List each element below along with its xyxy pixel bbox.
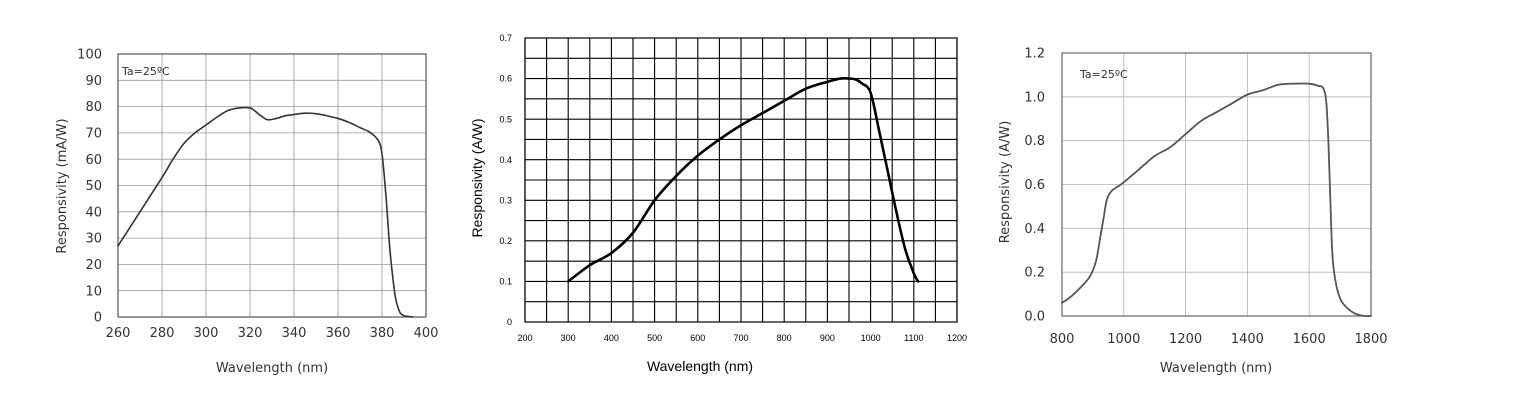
chart-1-xtick: 700 [733,333,748,343]
chart-2-xlabel: Wavelength (nm) [1160,361,1272,376]
chart-0-ytick: 60 [85,153,102,168]
chart-0-ytick: 100 [77,48,102,63]
chart-0-annotation: Ta=25ºC [121,65,170,78]
chart-2-xtick: 800 [1050,332,1075,347]
chart-0-xtick: 260 [106,326,131,341]
chart-1-xtick: 800 [777,333,792,343]
chart-1-ytick: 0.7 [499,33,512,43]
chart-1-xtick: 300 [561,333,576,343]
chart-2-ytick: 0.2 [1024,266,1045,281]
chart-1-xlabel: Wavelength (nm) [647,358,753,374]
chart-0-ytick: 80 [85,100,102,115]
chart-1-xtick: 1200 [947,333,967,343]
chart-1-xtick: 1100 [904,333,923,343]
chart-2-ytick: 0.0 [1024,310,1045,325]
chart-0-xtick: 320 [238,326,263,341]
chart-2-annotation: Ta=25ºC [1079,68,1128,81]
chart-2-xtick: 1800 [1354,332,1387,347]
chart-2-ytick: 0.6 [1024,178,1045,193]
chart-2-ytick: 1.0 [1024,90,1045,105]
chart-2-plot-frame [1061,52,1372,317]
chart-2-xtick: 1200 [1169,332,1202,347]
chart-0-ytick: 30 [85,232,102,247]
chart-0-xlabel: Wavelength (nm) [216,361,328,376]
chart-2-ytick: 0.4 [1024,222,1045,237]
chart-1-ylabel: Responsivity (A/W) [469,118,485,237]
chart-1-ytick: 0.4 [499,155,512,165]
chart-1-ytick: 0.1 [499,277,512,287]
chart-2-ylabel: Responsivity (A/W) [998,121,1013,244]
chart-0-ylabel: Responsivity (mA/W) [55,118,70,253]
chart-0-xtick: 280 [150,326,175,341]
chart-0-ytick: 0 [94,311,102,326]
chart-si-responsivity: Wavelength (nm) Responsivity (A/W) 200 30… [469,33,967,374]
chart-2-xtick: 1400 [1231,332,1264,347]
chart-1-xtick: 200 [517,333,532,343]
chart-0-xtick: 300 [194,326,219,341]
chart-0-ytick: 20 [85,258,102,273]
chart-1-ytick: 0 [507,317,512,327]
chart-0-xtick: 360 [326,326,351,341]
chart-ingaas-responsivity: Ta=25ºC Wavelength (nm) Responsivity (A/… [998,47,1388,376]
chart-1-ytick: 0.5 [499,114,512,124]
chart-0-grid [117,53,427,318]
chart-1-xtick: 500 [647,333,662,343]
chart-uv-responsivity: Ta=25ºC Wavelength (nm) Responsivity (mA… [55,48,438,376]
chart-1-ytick: 0.3 [499,195,512,205]
chart-1-xtick: 600 [690,333,705,343]
chart-2-grid [1061,52,1372,317]
chart-0-ytick: 90 [85,74,102,89]
chart-0-ytick: 40 [85,205,102,220]
chart-1-xtick: 400 [604,333,619,343]
chart-0-xtick: 340 [282,326,307,341]
chart-2-ytick: 1.2 [1024,47,1045,62]
chart-2-series-line [1061,82,1372,318]
chart-1-ytick: 0.6 [499,74,512,84]
chart-1-grid [524,37,958,323]
chart-1-plot-frame [524,37,958,323]
chart-0-series-line [117,106,414,318]
chart-1-series-line [566,76,920,283]
chart-0-ytick: 50 [85,179,102,194]
chart-0-xtick: 380 [370,326,395,341]
chart-1-ytick: 0.2 [499,236,512,246]
chart-2-xtick: 1000 [1107,332,1140,347]
chart-0-xtick: 400 [414,326,439,341]
chart-1-xtick: 1000 [861,333,881,343]
chart-0-ytick: 70 [85,126,102,141]
chart-2-xtick: 1600 [1293,332,1326,347]
chart-1-xtick: 900 [820,333,835,343]
chart-0-plot-frame [117,53,427,318]
chart-0-ytick: 10 [85,284,102,299]
chart-2-ytick: 0.8 [1024,134,1045,149]
